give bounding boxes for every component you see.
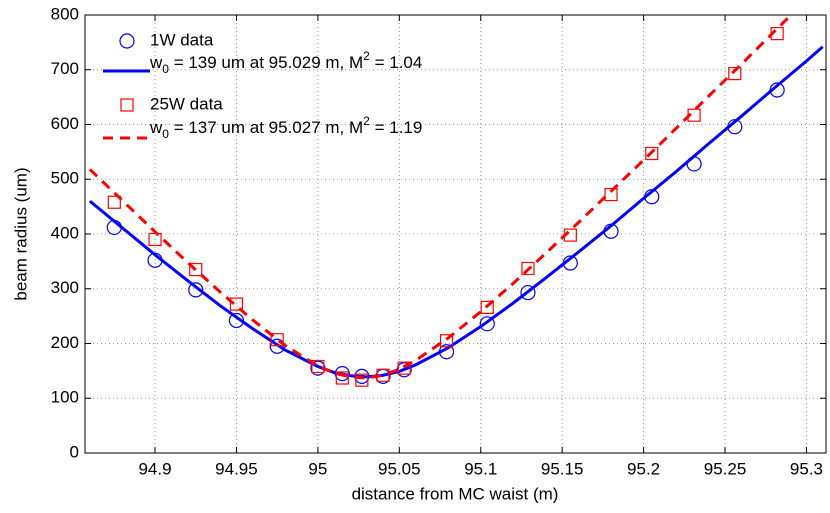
x-tick-label: 95.05: [378, 459, 421, 478]
legend-part: 2: [363, 114, 370, 128]
y-tick-label: 600: [51, 114, 79, 133]
data-point: [119, 33, 135, 49]
x-tick-label: 95.3: [790, 459, 823, 478]
y-tick-label: 100: [51, 388, 79, 407]
y-tick-label: 0: [70, 442, 79, 461]
legend-label: 25W data: [150, 94, 223, 113]
data-point: [355, 373, 369, 387]
fit-line: [88, 45, 824, 379]
data-point: [604, 187, 618, 202]
x-tick-label: 95.25: [704, 459, 747, 478]
data-point: [270, 333, 284, 347]
data-point: [397, 361, 411, 375]
x-tick-label: 95: [308, 459, 327, 478]
data-point: [439, 334, 454, 348]
data-point: [480, 300, 494, 314]
x-tick-label: 95.1: [464, 459, 497, 478]
legend-part: = 1.19: [370, 118, 422, 137]
data-point: [645, 146, 659, 161]
legend-part: w: [149, 118, 163, 137]
legend-part: = 139 um at 95.029 m, M: [169, 53, 363, 72]
data-point: [120, 98, 134, 112]
x-axis-label: distance from MC waist (m): [352, 484, 559, 503]
legend-part: = 1.04: [370, 53, 422, 72]
fit-line: [88, 15, 794, 380]
legend-part: 0: [162, 127, 169, 141]
legend-part: 2: [363, 49, 370, 63]
legend-part: w: [149, 53, 163, 72]
legend-label: w0 = 139 um at 95.029 m, M2 = 1.04: [149, 49, 422, 76]
x-tick-label: 94.95: [215, 459, 258, 478]
data-point: [520, 284, 536, 301]
data-point: [188, 282, 204, 298]
plot-frame: [84, 14, 827, 454]
data-point: [107, 195, 121, 209]
y-axis-label: beam radius (um): [11, 167, 30, 300]
legend-part: = 137 um at 95.027 m, M: [169, 118, 363, 137]
data-point: [728, 66, 742, 81]
y-tick-label: 200: [51, 333, 79, 352]
legend: 1W data w0 = 139 um at 95.029 m, M2 = 1.…: [103, 30, 422, 141]
legend-label: w0 = 137 um at 95.027 m, M2 = 1.19: [149, 114, 422, 141]
data-point: [396, 362, 412, 378]
data-point: [311, 359, 325, 374]
legend-label: 1W data: [150, 30, 214, 49]
plot-area: [85, 15, 826, 453]
data-point: [335, 371, 349, 385]
legend-part: 0: [162, 62, 169, 76]
data-point: [229, 297, 244, 311]
y-tick-label: 700: [51, 59, 79, 78]
data-point: [189, 262, 203, 277]
x-tick-label: 94.9: [138, 459, 171, 478]
data-point: [521, 261, 535, 276]
y-tick-label: 300: [51, 278, 79, 297]
y-tick-label: 800: [51, 4, 79, 23]
x-tick-label: 95.15: [541, 459, 584, 478]
y-tick-label: 400: [51, 223, 79, 242]
x-tick-label: 95.2: [627, 459, 660, 478]
data-point: [479, 316, 495, 332]
y-tick-label: 500: [51, 169, 79, 188]
